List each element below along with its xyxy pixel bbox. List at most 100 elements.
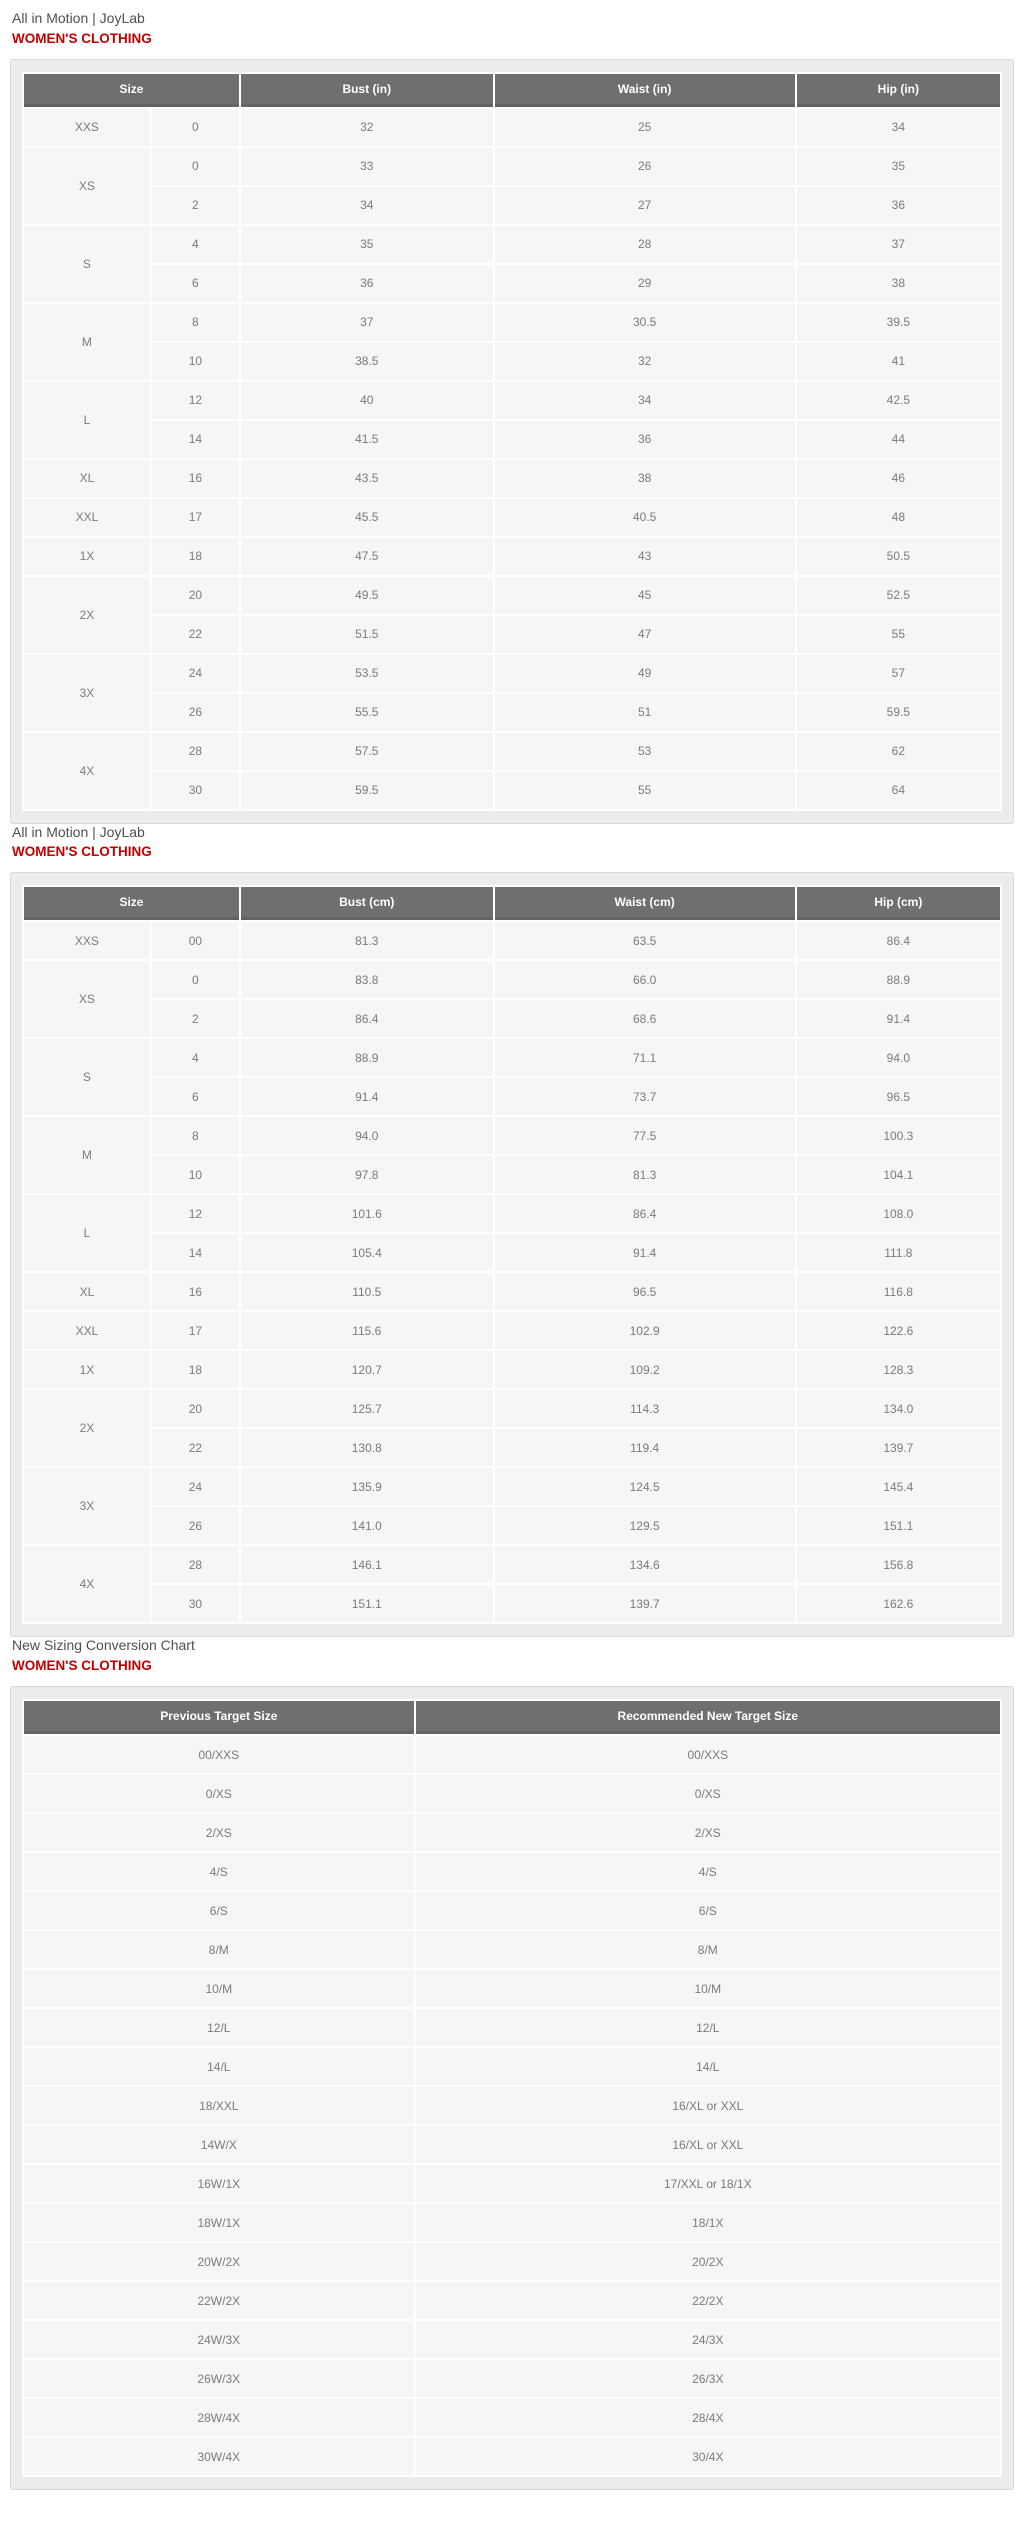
section-header: New Sizing Conversion Chart WOMEN'S CLOT… — [12, 1637, 1014, 1674]
table-cell: 22W/2X — [24, 2282, 414, 2320]
table-cell: 12 — [151, 381, 239, 419]
table-cell: 47 — [494, 615, 795, 653]
table-cell: 86.4 — [796, 922, 1000, 960]
table-cell: 27 — [494, 186, 795, 224]
table-row: 22 51.5 47 55 — [24, 615, 1000, 653]
table-cell: 43 — [494, 537, 795, 575]
section-header: All in Motion | JoyLab WOMEN'S CLOTHING — [12, 10, 1014, 47]
table-cell: 0/XS — [415, 1775, 1000, 1813]
table-cell: 22 — [151, 615, 239, 653]
column-header: Size — [24, 73, 239, 107]
table-cell: 8 — [151, 303, 239, 341]
section-sizing-inches: All in Motion | JoyLab WOMEN'S CLOTHING … — [10, 10, 1014, 824]
table-row: 30W/4X 30/4X — [24, 2438, 1000, 2476]
column-header: Size — [24, 887, 239, 921]
section-size-conversion: New Sizing Conversion Chart WOMEN'S CLOT… — [10, 1637, 1014, 2491]
table-row: 1X 18 120.7 109.2 128.3 — [24, 1351, 1000, 1389]
table-cell: 8/M — [24, 1931, 414, 1969]
column-header: Hip (cm) — [796, 887, 1000, 921]
table-cell: 14 — [151, 420, 239, 458]
table-cell: 52.5 — [796, 576, 1000, 614]
size-group-cell: 1X — [24, 1351, 150, 1389]
table-cell: 115.6 — [240, 1312, 493, 1350]
table-cell: 68.6 — [494, 1000, 795, 1038]
table-cell: 00/XXS — [415, 1736, 1000, 1774]
table-cell: 2/XS — [415, 1814, 1000, 1852]
size-group-cell: XS — [24, 147, 150, 224]
column-header: Bust (cm) — [240, 887, 493, 921]
table-cell: 116.8 — [796, 1273, 1000, 1311]
table-cell: 81.3 — [494, 1156, 795, 1194]
table-cell: 101.6 — [240, 1195, 493, 1233]
table-cell: 4/S — [24, 1853, 414, 1891]
table-row: 2 86.4 68.6 91.4 — [24, 1000, 1000, 1038]
table-row: 00/XXS 00/XXS — [24, 1736, 1000, 1774]
size-group-cell: XL — [24, 459, 150, 497]
table-cell: 97.8 — [240, 1156, 493, 1194]
table-cell: 24 — [151, 654, 239, 692]
table-row: XXL 17 115.6 102.9 122.6 — [24, 1312, 1000, 1350]
table-row: 18/XXL 16/XL or XXL — [24, 2087, 1000, 2125]
table-cell: 12/L — [415, 2009, 1000, 2047]
table-row: L 12 40 34 42.5 — [24, 381, 1000, 458]
size-group-cell: 2X — [24, 576, 150, 653]
table-cell: 8/M — [415, 1931, 1000, 1969]
table-cell: 26W/3X — [24, 2360, 414, 2398]
table-cell: 6/S — [415, 1892, 1000, 1930]
table-cell: 42.5 — [796, 381, 1000, 419]
table-cell: 156.8 — [796, 1546, 1000, 1584]
table-cell: 91.4 — [240, 1078, 493, 1116]
table-cell: 20/2X — [415, 2243, 1000, 2281]
table-cell: 38 — [796, 264, 1000, 302]
table-cell: 26/3X — [415, 2360, 1000, 2398]
column-header: Hip (in) — [796, 73, 1000, 107]
table-cell: 18W/1X — [24, 2204, 414, 2242]
table-row: 16W/1X 17/XXL or 18/1X — [24, 2165, 1000, 2203]
table-cell: 0 — [151, 108, 239, 146]
table-panel: Size Bust (in) Waist (in) Hip (in) XXS 0 32 25… — [10, 58, 1014, 824]
table-cell: 12 — [151, 1195, 239, 1233]
table-cell: 17 — [151, 498, 239, 536]
table-cell: 51 — [494, 693, 795, 731]
table-cell: 94.0 — [240, 1117, 493, 1155]
table-cell: 53.5 — [240, 654, 493, 692]
section-subtitle: WOMEN'S CLOTHING — [12, 1657, 152, 1673]
table-cell: 34 — [494, 381, 795, 419]
table-cell: 00/XXS — [24, 1736, 414, 1774]
table-cell: 88.9 — [240, 1039, 493, 1077]
table-cell: 32 — [494, 342, 795, 380]
table-row: XXS 00 81.3 63.5 86.4 — [24, 922, 1000, 960]
table-cell: 30/4X — [415, 2438, 1000, 2476]
table-cell: 28 — [151, 732, 239, 770]
table-cell: 46 — [796, 459, 1000, 497]
size-group-cell: 3X — [24, 654, 150, 731]
table-row: 6 36 29 38 — [24, 264, 1000, 302]
size-group-cell: M — [24, 1117, 150, 1194]
table-cell: 32 — [240, 108, 493, 146]
size-group-cell: 3X — [24, 1468, 150, 1545]
table-cell: 128.3 — [796, 1351, 1000, 1389]
table-cell: 83.8 — [240, 961, 493, 999]
table-cell: 104.1 — [796, 1156, 1000, 1194]
table-cell: 135.9 — [240, 1468, 493, 1506]
table-cell: 38 — [494, 459, 795, 497]
table-cell: 129.5 — [494, 1507, 795, 1545]
table-header-row: Previous Target Size Recommended New Targ… — [24, 1701, 1000, 1735]
table-cell: 20 — [151, 576, 239, 614]
table-cell: 10 — [151, 1156, 239, 1194]
size-group-cell: XS — [24, 961, 150, 1038]
table-cell: 141.0 — [240, 1507, 493, 1545]
table-panel: Previous Target Size Recommended New Targ… — [10, 1686, 1014, 2491]
size-group-cell: L — [24, 381, 150, 458]
table-row: 2X 20 49.5 45 52.5 — [24, 576, 1000, 653]
table-cell: 36 — [240, 264, 493, 302]
table-cell: 0 — [151, 961, 239, 999]
table-cell: 96.5 — [494, 1273, 795, 1311]
table-cell: 10/M — [415, 1970, 1000, 2008]
table-cell: 110.5 — [240, 1273, 493, 1311]
table-cell: 102.9 — [494, 1312, 795, 1350]
table-cell: 24W/3X — [24, 2321, 414, 2359]
table-cell: 48 — [796, 498, 1000, 536]
table-row: 6 91.4 73.7 96.5 — [24, 1078, 1000, 1116]
